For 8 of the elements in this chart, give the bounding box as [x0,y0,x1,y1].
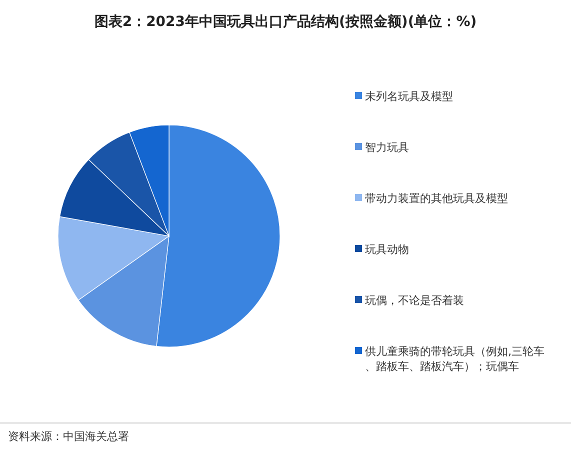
legend-label: 玩具动物 [365,243,409,256]
legend-label: 未列名玩具及模型 [365,90,453,103]
legend-label: 玩偶，不论是否着装 [365,294,464,307]
text: 资料来源：中国海关总署 [8,430,129,443]
legend-label: 智力玩具 [365,141,409,154]
legend-label: 带动力装置的其他玩具及模型 [365,192,508,205]
chart-title: 图表2：2023年中国玩具出口产品结构(按照金额)(单位：%) [94,13,477,30]
legend-label: 供儿童乘骑的带轮玩具（例如,三轮车、踏板车、踏板汽车）；玩偶车 [365,345,544,373]
